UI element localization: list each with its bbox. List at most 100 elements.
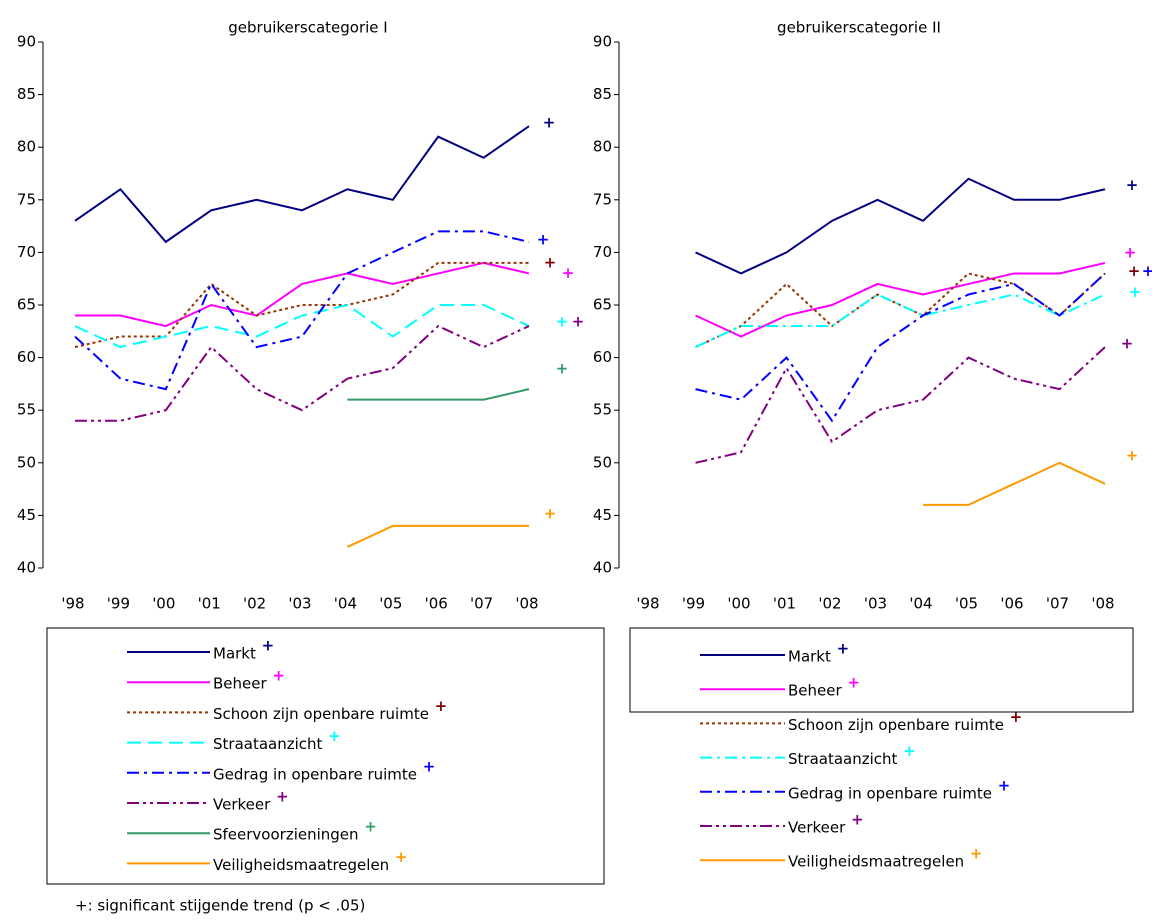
x-tick-label: '00 xyxy=(152,595,175,613)
x-tick-label: '00 xyxy=(727,595,750,613)
series-line xyxy=(75,324,530,422)
legend-label: Straataanzicht xyxy=(788,750,898,768)
x-tick-label: '99 xyxy=(682,595,705,613)
legend-marker: + xyxy=(262,637,275,655)
trend-marker: + xyxy=(1121,335,1134,353)
legend-marker: + xyxy=(272,667,285,685)
trend-marker: + xyxy=(544,504,557,522)
series-line xyxy=(923,461,1106,506)
y-tick-label: 80 xyxy=(593,138,612,156)
legend-marker: + xyxy=(847,674,860,692)
y-tick-label: 55 xyxy=(17,401,36,419)
series-line xyxy=(695,177,1106,275)
trend-marker: + xyxy=(1128,262,1141,280)
y-tick-label: 85 xyxy=(17,85,36,103)
trend-marker: + xyxy=(543,114,556,132)
x-tick-label: '05 xyxy=(955,595,978,613)
y-tick-label: 90 xyxy=(593,33,612,51)
series-line xyxy=(75,261,530,328)
legend-marker: + xyxy=(1010,708,1023,726)
trend-marker: + xyxy=(537,230,550,248)
legend-marker: + xyxy=(851,811,864,829)
y-tick-label: 70 xyxy=(593,243,612,261)
series-line xyxy=(74,125,530,244)
series-line xyxy=(695,293,1106,348)
legend-label: Markt xyxy=(213,645,256,663)
y-tick-label: 75 xyxy=(17,190,36,208)
y-tick-label: 65 xyxy=(593,296,612,314)
legend-marker: + xyxy=(998,776,1011,794)
trend-marker: + xyxy=(1126,176,1139,194)
series-line xyxy=(74,261,529,349)
x-tick-label: '01 xyxy=(773,595,796,613)
y-tick-label: 90 xyxy=(17,33,36,51)
x-tick-label: '02 xyxy=(243,595,266,613)
y-tick-label: 55 xyxy=(593,401,612,419)
legend-label: Straataanzicht xyxy=(213,735,323,753)
x-tick-label: '99 xyxy=(107,595,130,613)
legend-label: Schoon zijn openbare ruimte xyxy=(788,716,1004,734)
trend-marker: + xyxy=(1126,446,1139,464)
legend-marker: + xyxy=(328,727,341,745)
legend-label: Beheer xyxy=(213,675,267,693)
legend-label: Veiligheidsmaatregelen xyxy=(788,853,964,871)
series-line xyxy=(346,524,529,548)
chart-title: gebruikerscategorie I xyxy=(228,19,387,37)
series-line xyxy=(74,230,530,391)
x-tick-label: '98 xyxy=(61,595,84,613)
legend-label: Gedrag in openbare ruimte xyxy=(213,765,417,783)
legend-marker: + xyxy=(423,757,436,775)
y-tick-label: 40 xyxy=(17,559,36,577)
y-tick-label: 60 xyxy=(593,348,612,366)
x-tick-label: '02 xyxy=(818,595,841,613)
legend-label: Markt xyxy=(788,648,831,666)
legend-label: Sfeervoorzieningen xyxy=(213,826,359,844)
legend-label: Veiligheidsmaatregelen xyxy=(213,856,389,874)
legend-label: Gedrag in openbare ruimte xyxy=(788,784,992,802)
trend-marker: + xyxy=(1129,283,1142,301)
legend-label: Beheer xyxy=(788,682,842,700)
series-line xyxy=(347,388,530,401)
x-tick-label: '98 xyxy=(636,595,659,613)
trend-marker: + xyxy=(544,253,557,271)
x-tick-label: '06 xyxy=(425,595,448,613)
y-tick-label: 40 xyxy=(593,559,612,577)
x-tick-label: '05 xyxy=(379,595,402,613)
series-line xyxy=(695,272,1106,423)
legend-marker: + xyxy=(903,742,916,760)
legend-marker: + xyxy=(970,845,983,863)
y-tick-label: 70 xyxy=(17,243,36,261)
legend-label: Schoon zijn openbare ruimte xyxy=(213,705,429,723)
y-tick-label: 85 xyxy=(593,85,612,103)
y-tick-label: 50 xyxy=(17,453,36,471)
legend-marker: + xyxy=(435,697,448,715)
trend-marker: + xyxy=(1142,262,1152,280)
y-tick-label: 60 xyxy=(17,348,36,366)
x-tick-label: '04 xyxy=(334,595,357,613)
y-tick-label: 75 xyxy=(593,190,612,208)
trend-marker: + xyxy=(556,313,569,331)
x-tick-label: '03 xyxy=(864,595,887,613)
y-tick-label: 50 xyxy=(593,453,612,471)
legend-marker: + xyxy=(276,788,289,806)
y-tick-label: 45 xyxy=(17,506,36,524)
x-tick-label: '01 xyxy=(198,595,221,613)
x-tick-label: '08 xyxy=(1091,595,1114,613)
chart-title: gebruikerscategorie II xyxy=(777,19,941,37)
trend-marker: + xyxy=(562,264,575,282)
series-line xyxy=(74,303,530,349)
x-tick-label: '08 xyxy=(515,595,538,613)
legend-label: Verkeer xyxy=(788,819,846,837)
trend-marker: + xyxy=(556,360,569,378)
x-tick-label: '06 xyxy=(1000,595,1023,613)
series-line xyxy=(695,272,1106,348)
series-line xyxy=(695,261,1106,338)
x-tick-label: '07 xyxy=(470,595,493,613)
y-tick-label: 65 xyxy=(17,296,36,314)
y-tick-label: 45 xyxy=(593,506,612,524)
y-tick-label: 80 xyxy=(17,138,36,156)
footnote: +: significant stijgende trend (p < .05) xyxy=(75,897,365,915)
x-tick-label: '07 xyxy=(1046,595,1069,613)
legend-box xyxy=(629,627,1134,713)
